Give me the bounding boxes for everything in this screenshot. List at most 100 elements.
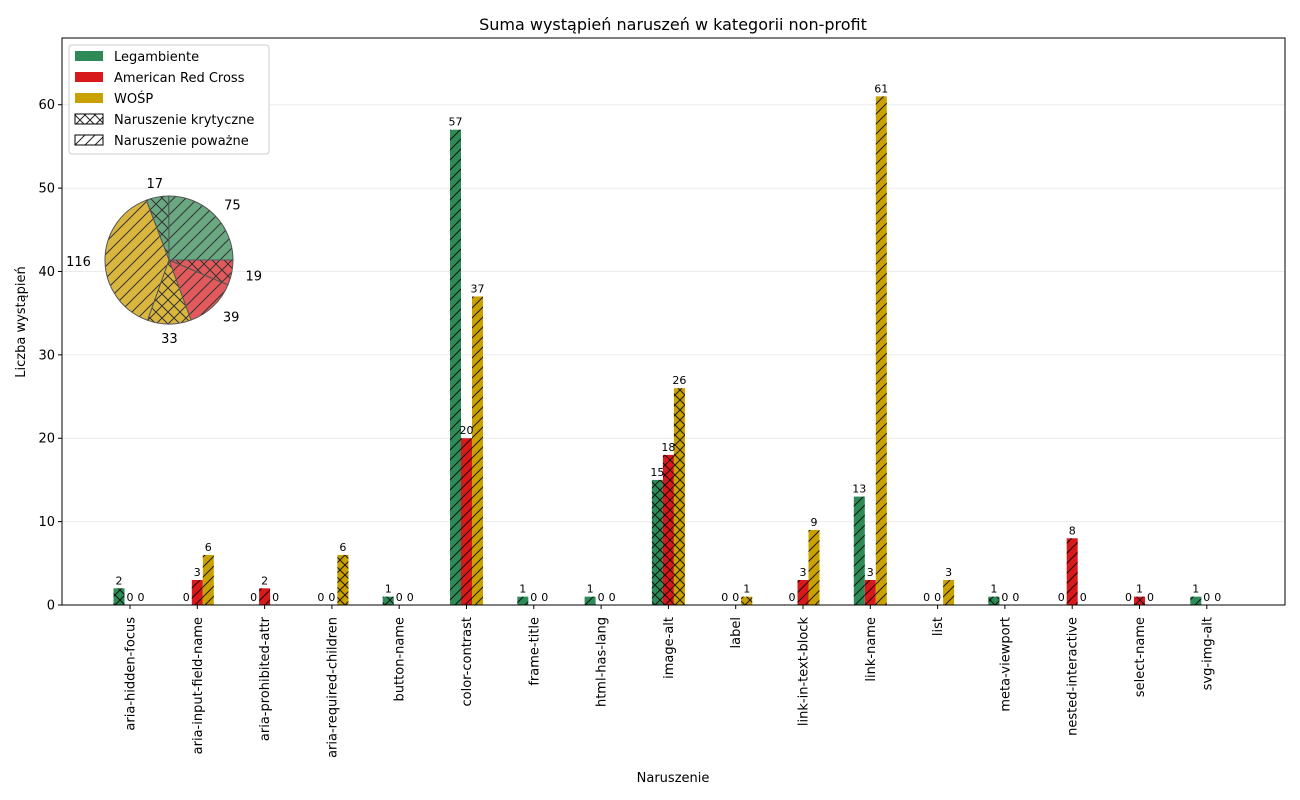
bar-hatch (461, 438, 472, 605)
data-label: 37 (471, 282, 485, 295)
bar-hatch (943, 579, 955, 605)
pie-label: 19 (246, 269, 263, 284)
data-label: 0 (183, 591, 190, 604)
legend-swatch-hatch (75, 135, 103, 145)
legend-swatch (75, 93, 103, 103)
data-label: 1 (587, 583, 594, 596)
pie-label: 75 (224, 199, 241, 214)
data-label: 1 (743, 583, 750, 596)
data-label: 0 (609, 591, 616, 604)
y-axis: 0 10 20 30 40 50 60 (38, 98, 62, 614)
x-axis-label: Naruszenie (637, 771, 710, 786)
pie-slice-hatch (168, 259, 234, 286)
data-label: 0 (1001, 591, 1008, 604)
legend-swatch (75, 72, 103, 82)
data-label: 9 (811, 516, 818, 529)
data-label: 0 (138, 591, 145, 604)
data-label: 0 (328, 591, 335, 604)
legend-label: WOŚP (114, 91, 153, 107)
x-tick-label: aria-prohibited-attr (258, 616, 273, 741)
pie-label: 33 (161, 332, 178, 347)
pie-label: 39 (223, 311, 240, 326)
bar-hatch (382, 596, 394, 605)
bar-hatch (259, 588, 271, 605)
data-label: 0 (272, 591, 279, 604)
data-label: 15 (650, 466, 664, 479)
bars (113, 96, 1202, 605)
bar-hatch (662, 454, 674, 605)
data-label: 0 (934, 591, 941, 604)
bar-hatch (875, 96, 887, 605)
bar-hatch (1066, 538, 1078, 605)
x-tick-label: aria-required-children (325, 617, 340, 758)
data-label: 0 (250, 591, 257, 604)
pie-label: 116 (66, 255, 91, 270)
x-tick-label: link-in-text-block (797, 617, 812, 727)
y-axis-label: Liczba wystąpień (14, 266, 29, 377)
legend-swatch-hatch (75, 114, 103, 124)
data-label: 1 (519, 583, 526, 596)
data-label: 0 (923, 591, 930, 604)
x-tick-label: nested-interactive (1066, 617, 1081, 736)
y-tick-label: 10 (38, 515, 55, 530)
bar-hatch (191, 579, 203, 605)
data-label: 0 (530, 591, 537, 604)
y-tick-label: 60 (38, 98, 55, 113)
x-tick-label: color-contrast (460, 617, 475, 707)
data-label: 1 (990, 583, 997, 596)
bar-hatch (337, 554, 349, 605)
data-label: 57 (449, 116, 463, 129)
data-label: 3 (194, 566, 201, 579)
data-label: 0 (1080, 591, 1087, 604)
data-label: 1 (385, 583, 392, 596)
data-label: 0 (732, 591, 739, 604)
data-label: 0 (1125, 591, 1132, 604)
legend-box (68, 44, 270, 155)
pie-slice-hatch (104, 199, 170, 321)
y-tick-label: 20 (38, 432, 55, 447)
y-tick-label: 50 (38, 182, 55, 197)
x-tick-label: image-alt (662, 617, 677, 679)
data-label: 1 (1136, 583, 1143, 596)
pie-label: 17 (146, 177, 163, 192)
bar-hatch (864, 579, 876, 605)
data-label: 3 (867, 566, 874, 579)
legend-swatch (75, 51, 103, 61)
bar-hatch (988, 596, 1000, 605)
data-label: 0 (127, 591, 134, 604)
data-label: 2 (116, 574, 123, 587)
data-label: 0 (317, 591, 324, 604)
data-label: 1 (1192, 583, 1199, 596)
chart-title: Suma wystąpień naruszeń w kategorii non-… (479, 15, 867, 34)
bar-hatch (1190, 596, 1202, 605)
bar-hatch (472, 296, 483, 605)
bar-hatch (202, 554, 214, 605)
bar-hatch (853, 496, 865, 605)
x-tick-label: aria-hidden-focus (124, 617, 139, 731)
bar-hatch (651, 479, 663, 605)
data-label: 0 (407, 591, 414, 604)
legend-label: Naruszenie krytyczne (114, 113, 254, 128)
data-label: 6 (205, 541, 212, 554)
data-label: 0 (598, 591, 605, 604)
x-tick-label: select-name (1133, 617, 1148, 697)
data-label: 26 (672, 374, 686, 387)
data-label: 0 (789, 591, 796, 604)
data-label: 13 (852, 483, 866, 496)
data-label: 3 (945, 566, 952, 579)
bar-hatch (113, 588, 125, 605)
data-label: 0 (1012, 591, 1019, 604)
data-label: 0 (721, 591, 728, 604)
data-label: 0 (1214, 591, 1221, 604)
data-label: 0 (541, 591, 548, 604)
data-label: 0 (1203, 591, 1210, 604)
x-tick-label: list (931, 617, 946, 636)
x-tick-label: aria-input-field-name (191, 617, 206, 754)
y-tick-label: 40 (38, 265, 55, 280)
data-label: 0 (396, 591, 403, 604)
pie-chart: 75 17 116 33 39 19 (66, 177, 262, 347)
legend-label: American Red Cross (114, 71, 245, 86)
data-label: 18 (661, 441, 675, 454)
data-label: 3 (800, 566, 807, 579)
